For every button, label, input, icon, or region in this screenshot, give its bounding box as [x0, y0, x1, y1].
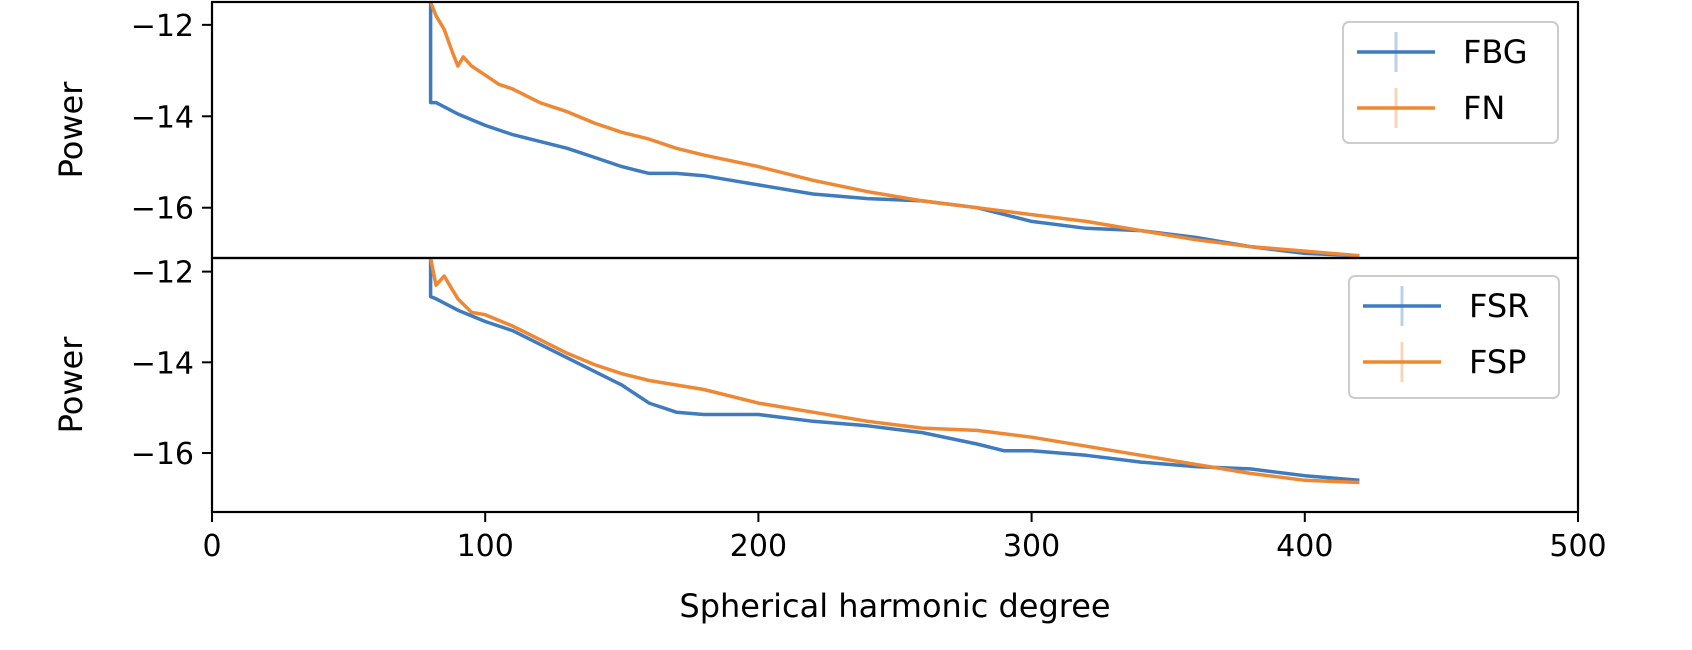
- x-tick-label: 500: [1549, 529, 1606, 564]
- y-tick-label: −12: [131, 256, 194, 291]
- legend-2: FSR FSP: [1348, 275, 1560, 399]
- y-tick-label: −14: [131, 100, 194, 135]
- y-tick-label: −12: [131, 9, 194, 44]
- series-group-1: [428, 2, 1360, 258]
- legend-label-fbg: FBG: [1463, 33, 1528, 71]
- x-tick-label: 200: [730, 529, 787, 564]
- series-line-fn: [428, 2, 1360, 258]
- legend-label-fsp: FSP: [1469, 343, 1526, 381]
- subplot-2: −12 −14 −16 0 100 200 300 400 500 Power Spherical …: [52, 256, 1607, 625]
- y-axis-title: Power: [52, 336, 90, 434]
- y-axis-title: Power: [52, 81, 90, 179]
- axes-frame-2: [210, 256, 1580, 514]
- series-line-fsp: [428, 258, 1360, 485]
- x-tick-label: 100: [457, 529, 514, 564]
- x-tick-label: 300: [1003, 529, 1060, 564]
- x-axis-title: Spherical harmonic degree: [679, 587, 1110, 625]
- legend-1: FBG FN: [1342, 21, 1559, 144]
- y-tick-label: −16: [131, 192, 194, 227]
- y-tick-label: −14: [131, 346, 194, 381]
- legend-label-fn: FN: [1463, 89, 1505, 127]
- x-tick-label: 0: [202, 529, 221, 564]
- y-tick-label: −16: [131, 437, 194, 472]
- series-line-fsr: [428, 258, 1360, 483]
- x-tick-label: 400: [1276, 529, 1333, 564]
- series-group-2: [428, 258, 1360, 485]
- subplot-1: −12 −14 −16 Power FBG FN: [52, 0, 1580, 260]
- legend-label-fsr: FSR: [1469, 287, 1529, 325]
